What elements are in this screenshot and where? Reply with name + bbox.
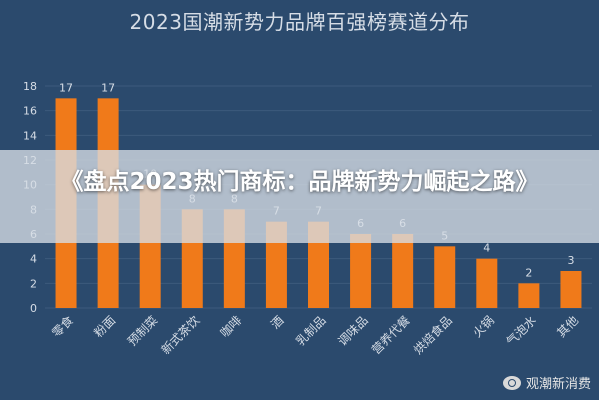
- headline-banner: [0, 150, 599, 243]
- y-tick-label: 16: [23, 105, 37, 118]
- x-tick-label: 调味品: [335, 313, 370, 348]
- x-tick-label: 乳制品: [293, 313, 328, 348]
- chart-title: 2023国潮新势力品牌百强榜赛道分布: [129, 10, 470, 34]
- data-label: 2: [525, 266, 532, 279]
- y-tick-label: 18: [23, 80, 37, 93]
- data-label: 4: [483, 242, 490, 255]
- bar: [308, 221, 329, 308]
- bar: [476, 258, 498, 308]
- x-tick-label: 其他: [554, 313, 581, 340]
- bar: [350, 234, 372, 308]
- x-tick-label: 零食: [49, 313, 77, 341]
- watermark: 观潮新消费: [502, 373, 591, 392]
- data-label: 3: [567, 254, 574, 267]
- y-tick-label: 2: [30, 277, 37, 290]
- bar: [518, 283, 540, 308]
- x-tick-label: 新式茶饮: [158, 313, 203, 358]
- x-tick-label: 酒: [268, 313, 286, 331]
- x-tick-label: 烘焙食品: [410, 313, 455, 358]
- y-tick-label: 0: [30, 302, 37, 315]
- x-tick-label: 咖啡: [217, 313, 245, 341]
- data-label: 17: [101, 81, 115, 94]
- watermark-text: 观潮新消费: [525, 377, 591, 392]
- bar: [560, 271, 582, 308]
- x-tick-label: 营养代餐: [368, 313, 413, 358]
- weibo-icon: [502, 375, 521, 390]
- bar: [392, 234, 414, 308]
- data-label: 17: [59, 81, 73, 94]
- x-tick-label: 预制菜: [125, 313, 160, 348]
- bar: [265, 221, 287, 308]
- x-tick-label: 气泡水: [503, 313, 539, 349]
- y-tick-label: 14: [23, 129, 37, 142]
- article-headline: 《盘点2023热门商标：品牌新势力崛起之路》: [60, 169, 539, 195]
- x-tick-label: 粉面: [91, 313, 118, 340]
- bar: [434, 246, 456, 308]
- x-tick-label: 火锅: [469, 313, 497, 341]
- y-tick-label: 4: [30, 253, 37, 266]
